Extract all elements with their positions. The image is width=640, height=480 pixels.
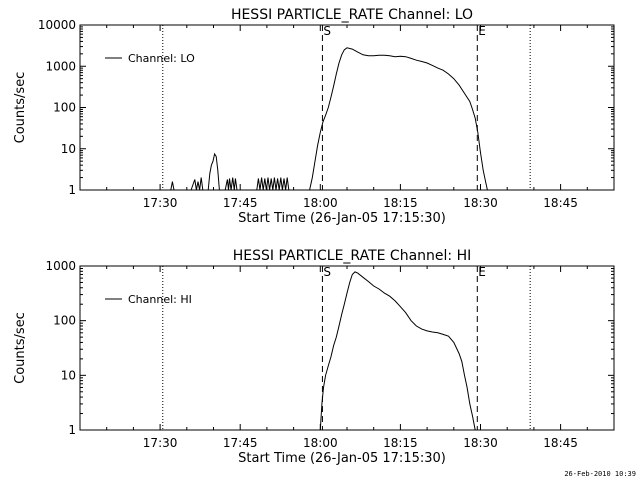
lo-ytick-label: 1000 bbox=[45, 59, 76, 73]
hi-legend-label: Channel: HI bbox=[128, 293, 192, 306]
lo-xtick-label: 17:30 bbox=[143, 196, 178, 210]
lo-chart-title: HESSI PARTICLE_RATE Channel: LO bbox=[231, 7, 473, 23]
lo-legend-label: Channel: LO bbox=[128, 52, 195, 65]
hi-xtick-label: 18:30 bbox=[463, 436, 498, 450]
lo-ytick-label: 100 bbox=[53, 101, 76, 115]
lo-e-marker-label: E bbox=[478, 24, 486, 38]
hi-series-line bbox=[319, 271, 476, 431]
hi-chart-title: HESSI PARTICLE_RATE Channel: HI bbox=[233, 248, 471, 264]
hi-xtick-label: 17:45 bbox=[223, 436, 258, 450]
hi-x-axis-label: Start Time (26-Jan-05 17:15:30) bbox=[238, 451, 446, 466]
lo-xtick-label: 18:45 bbox=[543, 196, 578, 210]
hi-plot-frame bbox=[79, 265, 615, 431]
lo-ytick-label: 10 bbox=[61, 142, 76, 156]
hi-xtick-label: 18:15 bbox=[383, 436, 418, 450]
lo-xtick-label: 17:45 bbox=[223, 196, 258, 210]
hi-ytick-label: 1 bbox=[68, 423, 76, 437]
lo-ytick-label: 10000 bbox=[38, 18, 76, 32]
lo-xtick-label: 18:00 bbox=[303, 196, 338, 210]
hi-ytick-label: 10 bbox=[61, 368, 76, 382]
hi-xtick-label: 18:00 bbox=[303, 436, 338, 450]
lo-ytick-label: 1 bbox=[68, 183, 76, 197]
lo-y-axis-label: Counts/sec bbox=[13, 72, 28, 144]
hi-y-axis-label: Counts/sec bbox=[13, 312, 28, 384]
footer-timestamp: 26-Feb-2010 10:39 bbox=[564, 470, 636, 478]
hi-xtick-label: 17:30 bbox=[143, 436, 178, 450]
panel-hi: HESSI PARTICLE_RATE Channel: HI 17:30 17:4… bbox=[13, 248, 615, 466]
panel-lo: HESSI PARTICLE_RATE Channel: LO 17:30 17:4… bbox=[13, 7, 615, 226]
hi-e-marker-label: E bbox=[478, 265, 486, 279]
lo-x-axis-label: Start Time (26-Jan-05 17:15:30) bbox=[238, 211, 446, 226]
lo-plot-frame bbox=[79, 24, 615, 191]
hi-ytick-label: 1000 bbox=[45, 259, 76, 273]
lo-xtick-label: 18:30 bbox=[463, 196, 498, 210]
lo-series-line bbox=[170, 47, 488, 191]
lo-xtick-label: 18:15 bbox=[383, 196, 418, 210]
hi-ytick-label: 100 bbox=[53, 314, 76, 328]
hi-xtick-label: 18:45 bbox=[543, 436, 578, 450]
hi-s-marker-label: S bbox=[323, 265, 331, 279]
lo-s-marker-label: S bbox=[323, 24, 331, 38]
